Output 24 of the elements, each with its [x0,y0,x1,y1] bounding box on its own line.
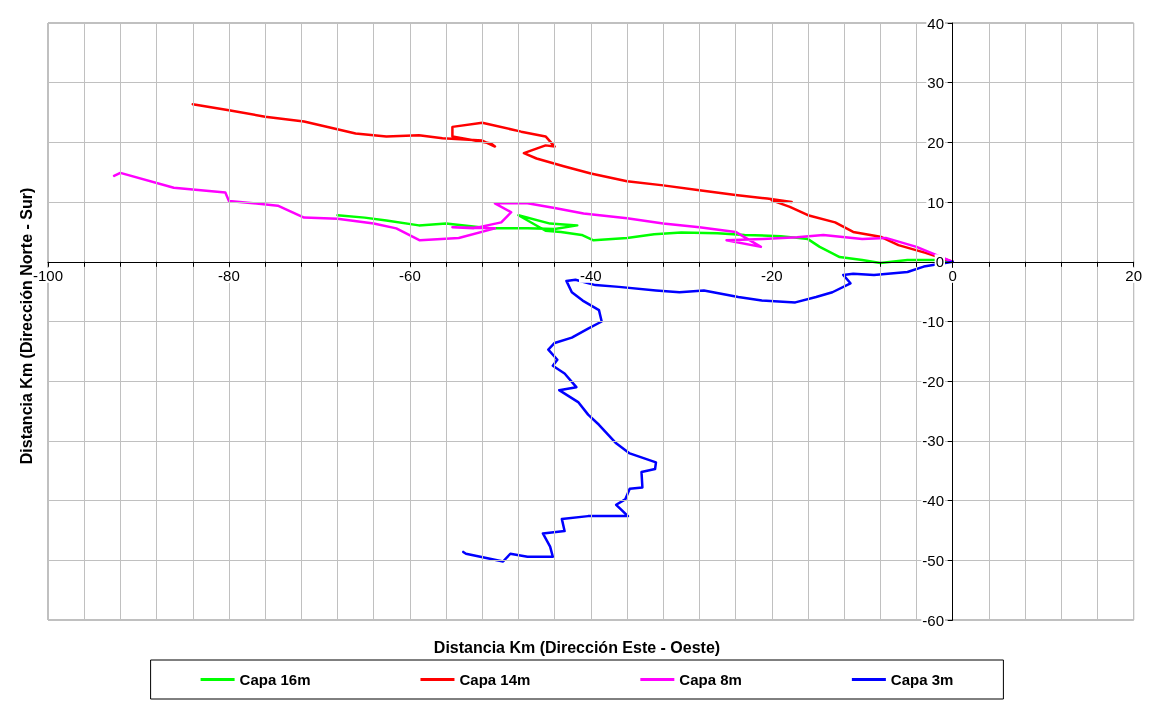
legend-label: Capa 14m [459,671,531,688]
y-tick-label: 10 [927,193,944,211]
y-tick-label: -20 [922,372,944,390]
y-tick-label: -40 [922,492,944,510]
y-tick-label: -10 [922,313,944,330]
x-axis-title: Distancia Km (Dirección Este - Oeste) [433,638,721,656]
y-tick-label: 20 [927,133,944,151]
x-tick-label: -100 [32,266,64,284]
x-tick-label: 0 [948,266,957,284]
x-tick-label: -80 [218,266,240,284]
legend-label: Capa 8m [679,671,742,688]
x-tick-label: -20 [760,266,783,284]
y-tick-label: 40 [927,14,944,32]
y-tick-label: 0 [935,253,944,271]
x-tick-label: -60 [399,266,421,284]
y-tick-label: -30 [922,432,944,450]
x-tick-label: 20 [1125,266,1142,284]
y-tick-label: -60 [922,611,944,629]
y-axis-title: Distancia Km (Dirección Norte - Sur) [17,187,35,465]
legend-label: Capa 3m [890,671,954,688]
y-tick-label: -50 [922,551,944,569]
x-tick-label: -40 [579,266,602,284]
legend-label: Capa 16m [239,671,311,688]
y-tick-label: 30 [927,74,944,92]
